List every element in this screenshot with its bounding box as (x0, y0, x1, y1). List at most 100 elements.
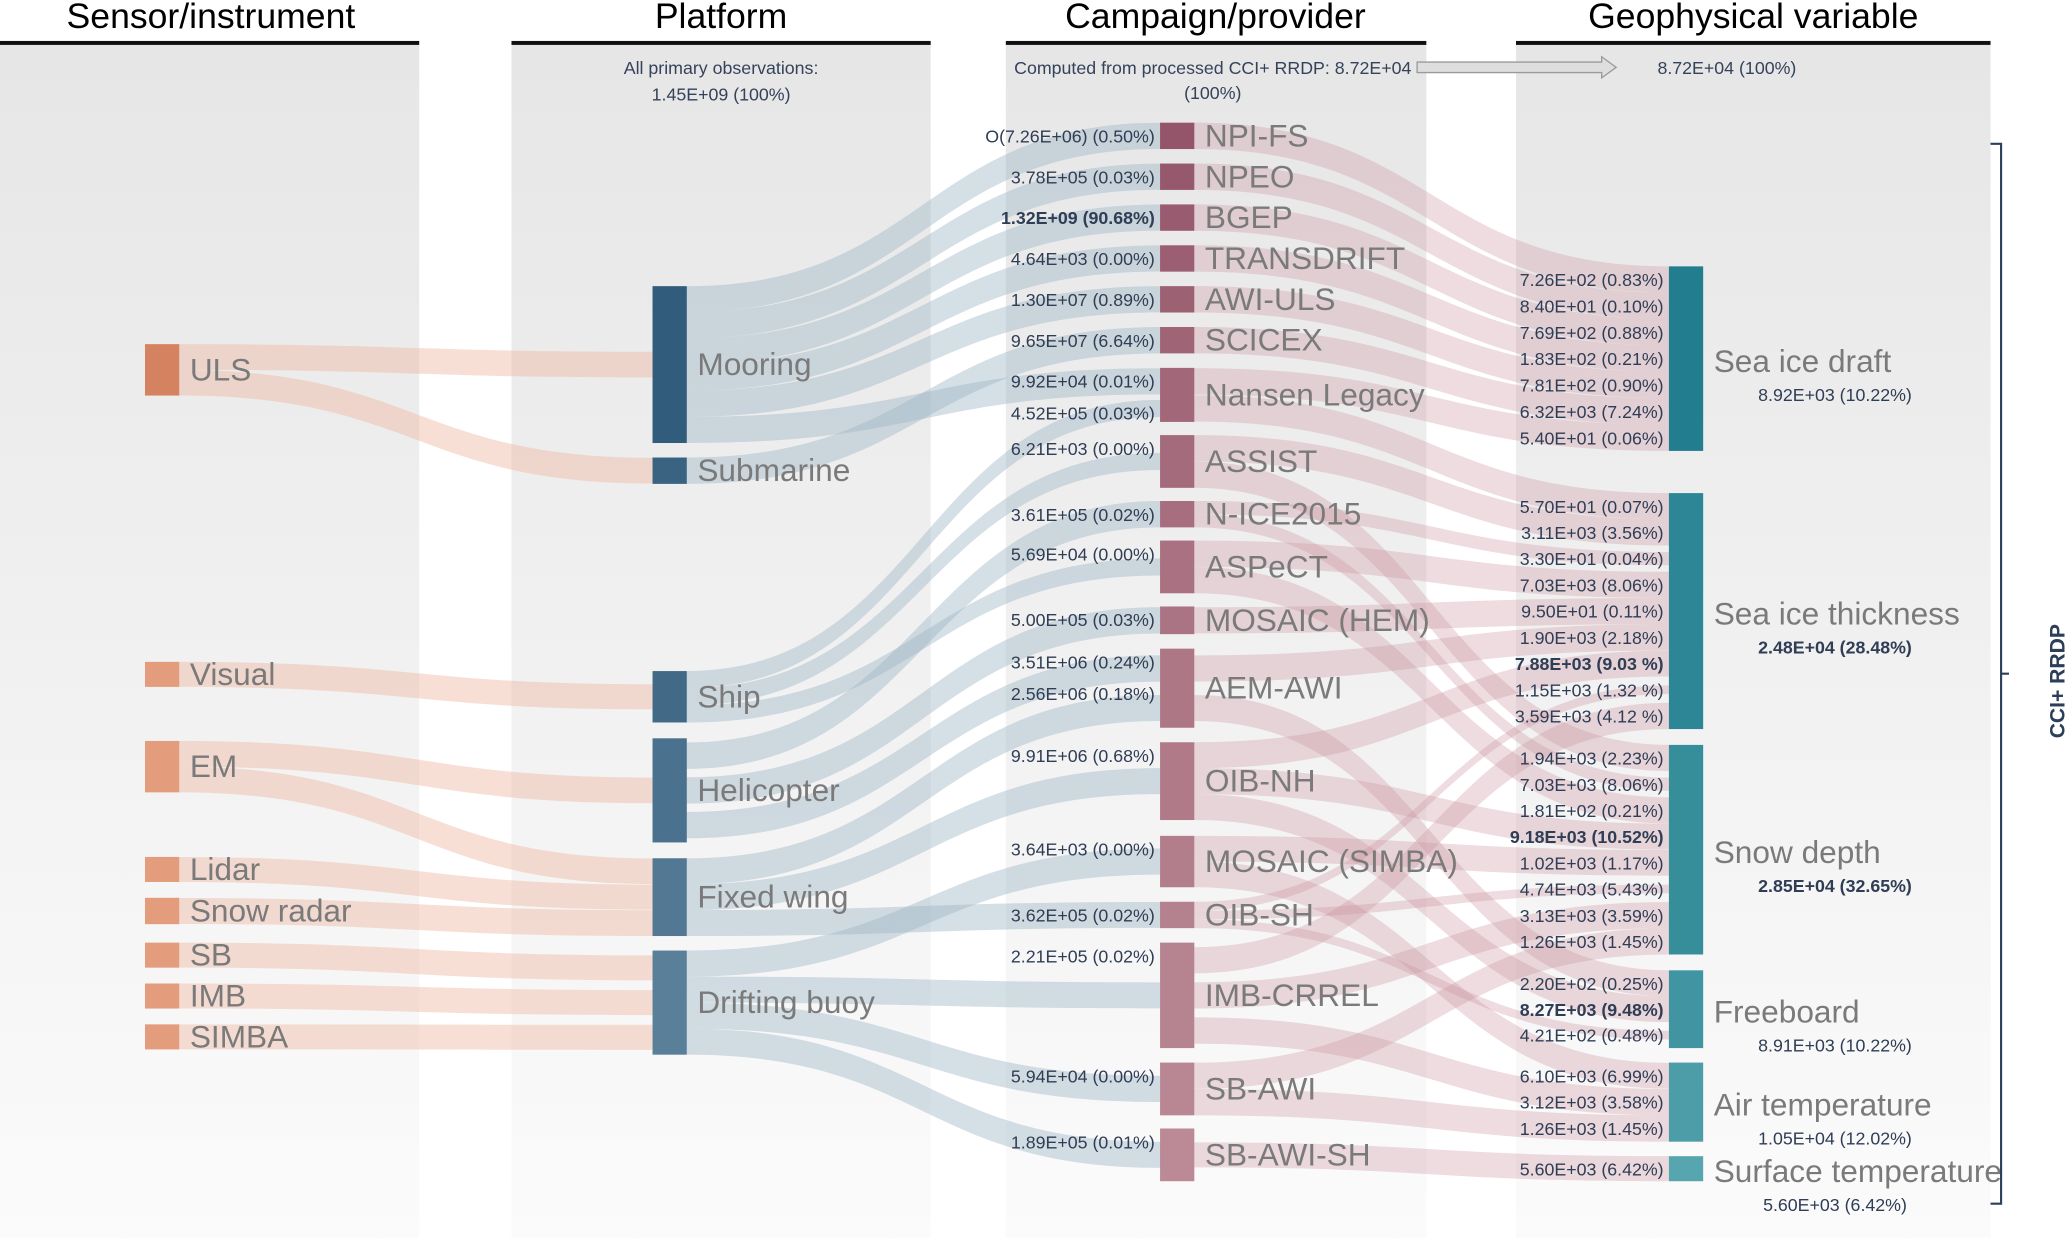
platform-label-fixed-wing: Fixed wing (697, 879, 848, 915)
variable-inflow-label: 1.15E+03 (1.32 %) (1515, 680, 1664, 700)
link-fixed-wing-to-oib-sh (686, 901, 1161, 937)
platform-node-drifting-buoy[interactable] (652, 950, 687, 1055)
platform-subtitle-line1: All primary observations: (624, 58, 819, 78)
campaign-label-sb-awi: SB-AWI (1205, 1070, 1316, 1106)
campaign-value-label: 3.51E+06 (0.24%) (1011, 652, 1155, 672)
campaign-label-bgep: BGEP (1205, 199, 1293, 235)
sensor-node-sb[interactable] (145, 942, 180, 968)
variable-inflow-label: 7.26E+02 (0.83%) (1520, 270, 1664, 290)
campaign-node-aspect[interactable] (1160, 540, 1195, 594)
sensor-label-visual: Visual (190, 656, 276, 692)
bracket-label: CCI+ RRDP (2046, 624, 2067, 738)
platform-node-mooring[interactable] (652, 286, 687, 444)
campaign-value-label: 2.21E+05 (0.02%) (1011, 946, 1155, 966)
variable-inflow-label: 5.60E+03 (6.42%) (1520, 1159, 1664, 1179)
variable-total-sea-ice-draft: 8.92E+03 (10.22%) (1758, 385, 1912, 405)
link-uls-to-mooring (179, 344, 653, 378)
platform-subtitle-line2: 1.45E+09 (100%) (652, 84, 791, 104)
sensor-node-imb[interactable] (145, 983, 180, 1009)
link-mooring-to-npi-fs (686, 122, 1161, 313)
variable-inflow-label: 1.94E+03 (2.23%) (1520, 749, 1664, 769)
variable-node-freeboard[interactable] (1668, 970, 1704, 1049)
cci-rrdp-bracket: CCI+ RRDP (1990, 142, 2067, 1205)
link-submarine-to-scicex (686, 327, 1161, 484)
link-em-to-helicopter (179, 740, 653, 804)
variable-inflow-label: 7.81E+02 (0.90%) (1520, 376, 1664, 396)
campaign-label-transdrift: TRANSDRIFT (1205, 240, 1405, 276)
campaign-label-assist: ASSIST (1205, 443, 1317, 479)
labels: ULS Visual EM Lidar Snow radar SB IMB SIMBA Moor… (190, 117, 2002, 1214)
link-ship-to-aspect (686, 558, 1161, 723)
link-imb-crrel-to-sea-ice-thickness (1194, 702, 1669, 974)
link-assist-to-snow-depth (1194, 461, 1669, 772)
variable-inflow-label: 1.90E+03 (2.18%) (1520, 628, 1664, 648)
campaign-node-transdrift[interactable] (1160, 245, 1195, 272)
link-aspect-to-snow-depth (1194, 567, 1669, 824)
platform-label-ship: Ship (697, 678, 760, 714)
link-oib-nh-to-sea-ice-thickness (1194, 650, 1669, 769)
variable-node-sea-ice-draft[interactable] (1668, 266, 1704, 451)
sensor-node-lidar[interactable] (145, 856, 180, 882)
variable-node-surface-temperature[interactable] (1668, 1156, 1704, 1182)
campaign-label-scicex: SCICEX (1205, 322, 1323, 358)
campaign-label-aspect: ASPeCT (1205, 548, 1328, 584)
platform-node-fixed-wing[interactable] (652, 858, 687, 937)
link-visual-to-ship (179, 661, 653, 710)
campaign-node-aem-awi[interactable] (1160, 648, 1195, 728)
variable-inflow-label: 3.59E+03 (4.12 %) (1515, 707, 1664, 727)
campaign-node-mosaic-hem[interactable] (1160, 606, 1195, 635)
variable-inflow-label: 6.10E+03 (6.99%) (1520, 1066, 1664, 1086)
campaign-subtitle-line1: Computed from processed CCI+ RRDP: 8.72E… (1014, 58, 1411, 78)
variable-inflow-label: 5.70E+01 (0.07%) (1520, 497, 1664, 517)
campaign-node-oib-sh[interactable] (1160, 901, 1195, 929)
variable-label-snow-depth: Snow depth (1714, 834, 1881, 870)
link-oib-nh-to-freeboard (1194, 794, 1669, 1023)
platform-node-helicopter[interactable] (652, 738, 687, 843)
campaign-value-label: O(7.26E+06) (0.50%) (985, 126, 1155, 146)
campaign-node-mosaic-simba[interactable] (1160, 835, 1195, 888)
header-rule-campaign (1005, 40, 1427, 45)
variable-total-air-temperature: 1.05E+04 (12.02%) (1758, 1128, 1912, 1148)
link-fixed-wing-to-aem-awi (686, 695, 1161, 885)
link-mooring-to-transdrift (686, 245, 1161, 391)
campaign-value-label: 5.00E+05 (0.03%) (1011, 610, 1155, 630)
variable-node-air-temperature[interactable] (1668, 1062, 1704, 1142)
platform-panel (511, 43, 931, 1238)
campaign-value-label: 3.64E+03 (0.00%) (1011, 840, 1155, 860)
variable-node-snow-depth[interactable] (1668, 744, 1704, 955)
campaign-node-npi-fs[interactable] (1160, 122, 1195, 150)
variable-inflow-label: 3.11E+03 (3.56%) (1521, 523, 1664, 543)
sensor-node-visual[interactable] (145, 661, 180, 687)
sensor-label-uls: ULS (190, 351, 252, 387)
campaign-node-awi-uls[interactable] (1160, 286, 1195, 313)
variable-node-sea-ice-thickness[interactable] (1668, 493, 1704, 730)
variable-inflow-label: 7.69E+02 (0.88%) (1520, 323, 1664, 343)
sensor-node-simba[interactable] (145, 1024, 180, 1050)
campaign-node-assist[interactable] (1160, 435, 1195, 488)
link-assist-to-sea-ice-thickness (1194, 435, 1669, 546)
campaign-node-oib-nh[interactable] (1160, 742, 1195, 821)
link-awi-uls-to-sea-ice-draft (1194, 286, 1669, 399)
link-lidar-to-fixed-wing (179, 856, 653, 910)
campaign-node-imb-crrel[interactable] (1160, 942, 1195, 1049)
campaign-value-label: 4.64E+03 (0.00%) (1011, 249, 1155, 269)
sensor-node-uls[interactable] (145, 344, 180, 396)
campaign-node-nansen-legacy[interactable] (1160, 367, 1195, 422)
sensor-label-snow-radar: Snow radar (190, 893, 352, 929)
variable-total-freeboard: 8.91E+03 (10.22%) (1758, 1035, 1912, 1055)
header-variable: Geophysical variable (1588, 0, 1918, 36)
sensor-node-em[interactable] (145, 740, 180, 793)
variable-label-air-temperature: Air temperature (1714, 1086, 1932, 1122)
link-mosaic-simba-to-snow-depth (1194, 835, 1669, 876)
platform-node-submarine[interactable] (652, 457, 687, 484)
platform-node-ship[interactable] (652, 671, 687, 723)
link-aem-awi-to-freeboard (1194, 695, 1669, 997)
campaign-node-npeo[interactable] (1160, 163, 1195, 190)
sensor-node-snow-radar[interactable] (145, 897, 180, 925)
campaign-node-n-ice2015[interactable] (1160, 501, 1195, 528)
campaign-node-scicex[interactable] (1160, 327, 1195, 354)
campaign-node-sb-awi[interactable] (1160, 1062, 1195, 1116)
campaign-node-bgep[interactable] (1160, 204, 1195, 231)
campaign-node-sb-awi-sh[interactable] (1160, 1128, 1195, 1182)
campaign-label-mosaic-simba: MOSAIC (SIMBA) (1205, 843, 1458, 879)
